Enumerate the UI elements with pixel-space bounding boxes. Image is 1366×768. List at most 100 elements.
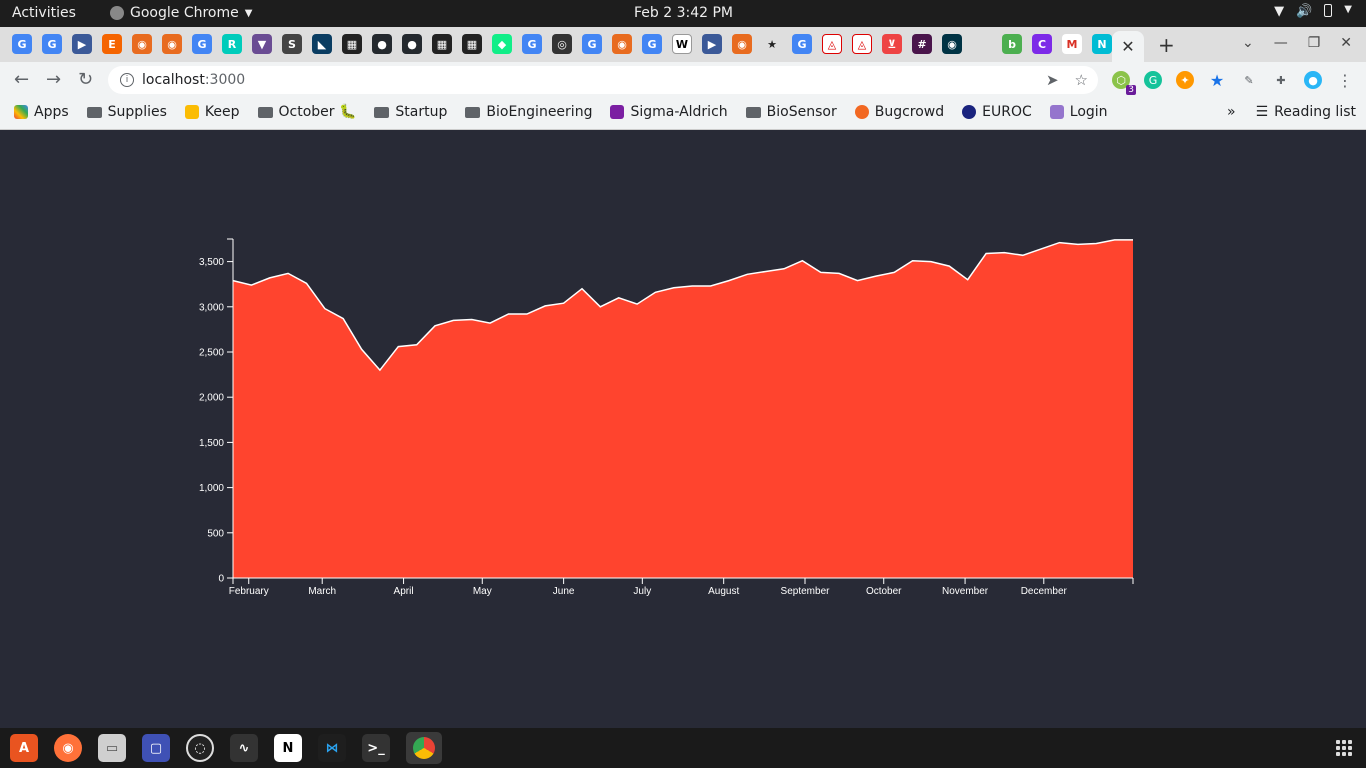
bookmark-bioengineering[interactable]: BioEngineering [465, 104, 592, 120]
notion-icon[interactable]: N [274, 734, 302, 762]
screenshot-icon[interactable]: ▢ [142, 734, 170, 762]
terminal-icon[interactable]: >_ [362, 734, 390, 762]
tab-diamond-icon[interactable]: ◆ [492, 34, 512, 54]
tab-google-icon[interactable]: G [792, 34, 812, 54]
extension-orange-icon[interactable]: ✦ [1176, 71, 1194, 89]
y-tick-label: 2,500 [199, 348, 224, 359]
bookmark-october[interactable]: October 🐛 [257, 104, 356, 120]
bookmarks-overflow-button[interactable]: » [1227, 104, 1236, 120]
tab-bookmark-icon[interactable]: ▶ [72, 34, 92, 54]
tab-github-icon[interactable]: ● [402, 34, 422, 54]
tab-google-icon[interactable]: G [642, 34, 662, 54]
x-tick-label: May [473, 586, 492, 597]
tab-bookmark-icon[interactable]: ▶ [702, 34, 722, 54]
tab-eye-icon[interactable]: ◉ [732, 34, 752, 54]
site-info-icon[interactable]: i [120, 73, 134, 87]
eyedropper-icon[interactable]: ✎ [1244, 73, 1254, 87]
profile-avatar[interactable]: ● [1304, 71, 1322, 89]
tab-github-icon[interactable]: ● [372, 34, 392, 54]
tab-google-icon[interactable]: G [582, 34, 602, 54]
system-tray[interactable]: ▼ 🔊 ▼ [1274, 4, 1352, 19]
back-arrow-icon[interactable]: ← [14, 69, 30, 90]
send-icon[interactable]: ➤ [1045, 71, 1059, 89]
x-tick-label: March [308, 586, 336, 597]
clock[interactable]: Feb 2 3:42 PM [634, 5, 734, 21]
tab-gmail-icon[interactable]: M [1062, 34, 1082, 54]
tab-slack-icon[interactable]: # [912, 34, 932, 54]
extensions-area: ⬡ 3 G ✦ ★ ✎ ✚ ● ⋮ [1112, 70, 1354, 95]
bookmark-login[interactable]: Login [1049, 104, 1108, 120]
tab-pdf-icon[interactable]: ◬ [852, 34, 872, 54]
ubuntu-software-icon[interactable]: A [10, 734, 38, 762]
folder-icon [257, 106, 273, 118]
y-axis: 0 500 1,000 1,500 2,000 2,500 3,000 3,500 [199, 238, 234, 585]
activities-button[interactable]: Activities [12, 5, 76, 21]
kebab-menu-icon[interactable]: ⋮ [1337, 70, 1353, 90]
tab-eye-icon[interactable]: ◉ [612, 34, 632, 54]
chrome-icon[interactable] [406, 732, 442, 764]
tab-shield-icon[interactable]: ▼ [252, 34, 272, 54]
extension-hex-icon[interactable]: ⬡ 3 [1112, 71, 1136, 95]
tab-wikipedia-icon[interactable]: W [672, 34, 692, 54]
chart-plot [232, 239, 1134, 578]
y-tick-label: 3,500 [199, 257, 224, 268]
obs-icon[interactable]: ◌ [186, 734, 214, 762]
files-icon[interactable]: ▭ [98, 734, 126, 762]
extension-badge: 3 [1126, 85, 1136, 95]
tab-pdf-icon[interactable]: ◬ [822, 34, 842, 54]
grammarly-icon[interactable]: G [1144, 71, 1162, 89]
bookmark-startup[interactable]: Startup [374, 104, 447, 120]
tab-blank-icon[interactable] [972, 34, 992, 54]
reload-icon[interactable]: ↻ [78, 69, 94, 90]
tab-google-icon[interactable]: G [42, 34, 62, 54]
bookmark-biosensor[interactable]: BioSensor [745, 104, 837, 120]
tab-sigma-icon[interactable]: S [282, 34, 302, 54]
bugcrowd-icon [854, 105, 869, 119]
firefox-icon[interactable]: ◉ [54, 734, 82, 762]
app-menu[interactable]: Google Chrome ▼ [110, 5, 252, 21]
forward-arrow-icon[interactable]: → [46, 69, 62, 90]
apps-grid-icon [14, 105, 28, 119]
tab-canva-icon[interactable]: C [1032, 34, 1052, 54]
bookmark-bugcrowd[interactable]: Bugcrowd [854, 104, 944, 120]
extensions-puzzle-icon[interactable]: ✚ [1276, 73, 1286, 87]
tab-etsy-icon[interactable]: E [102, 34, 122, 54]
tab-qr-icon[interactable]: ▦ [462, 34, 482, 54]
show-apps-icon[interactable] [1336, 740, 1352, 756]
tab-arrow-icon[interactable]: ⊻ [882, 34, 902, 54]
tab-google-icon[interactable]: G [12, 34, 32, 54]
tab-star-icon[interactable]: ★ [762, 34, 782, 54]
bookmark-supplies[interactable]: Supplies [86, 104, 167, 120]
tab-eye-icon[interactable]: ◉ [942, 34, 962, 54]
tab-n-icon[interactable]: N [1092, 34, 1112, 54]
tab-researchgate-icon[interactable]: R [222, 34, 242, 54]
tab-triangle-icon[interactable]: ◣ [312, 34, 332, 54]
bookmark-star-icon[interactable]: ☆ [1074, 71, 1088, 89]
tab-eye-icon[interactable]: ◉ [132, 34, 152, 54]
close-window-icon[interactable]: ✕ [1340, 35, 1352, 51]
folder-icon [86, 106, 102, 118]
minimize-icon[interactable]: — [1273, 35, 1288, 51]
tab-search-icon[interactable]: ⌄ [1241, 35, 1254, 51]
maximize-icon[interactable]: ❐ [1307, 35, 1321, 51]
tab-eye-icon[interactable]: ◉ [162, 34, 182, 54]
tab-green-icon[interactable]: b [1002, 34, 1022, 54]
tab-close-button[interactable]: ✕ [1112, 31, 1144, 62]
tab-qr-icon[interactable]: ▦ [342, 34, 362, 54]
bookmark-euroc[interactable]: EUROC [962, 104, 1032, 120]
tab-globe-icon[interactable]: ◎ [552, 34, 572, 54]
bookmark-apps[interactable]: Apps [14, 104, 69, 120]
reading-list-button[interactable]: ☰ Reading list [1255, 104, 1356, 120]
tab-qr-icon[interactable]: ▦ [432, 34, 452, 54]
url-host: localhost [142, 72, 205, 88]
tab-google-icon[interactable]: G [192, 34, 212, 54]
tab-google-icon[interactable]: G [522, 34, 542, 54]
address-bar[interactable]: i localhost:3000 ➤ ☆ [108, 66, 1098, 94]
vscode-icon[interactable]: ⋈ [318, 734, 346, 762]
new-tab-button[interactable]: + [1158, 33, 1175, 57]
system-monitor-icon[interactable]: ∿ [230, 734, 258, 762]
app-menu-label: Google Chrome [130, 5, 239, 21]
extension-star-icon[interactable]: ★ [1209, 70, 1225, 90]
bookmark-sigma-aldrich[interactable]: Sigma-Aldrich [610, 104, 728, 120]
bookmark-keep[interactable]: Keep [184, 104, 240, 120]
